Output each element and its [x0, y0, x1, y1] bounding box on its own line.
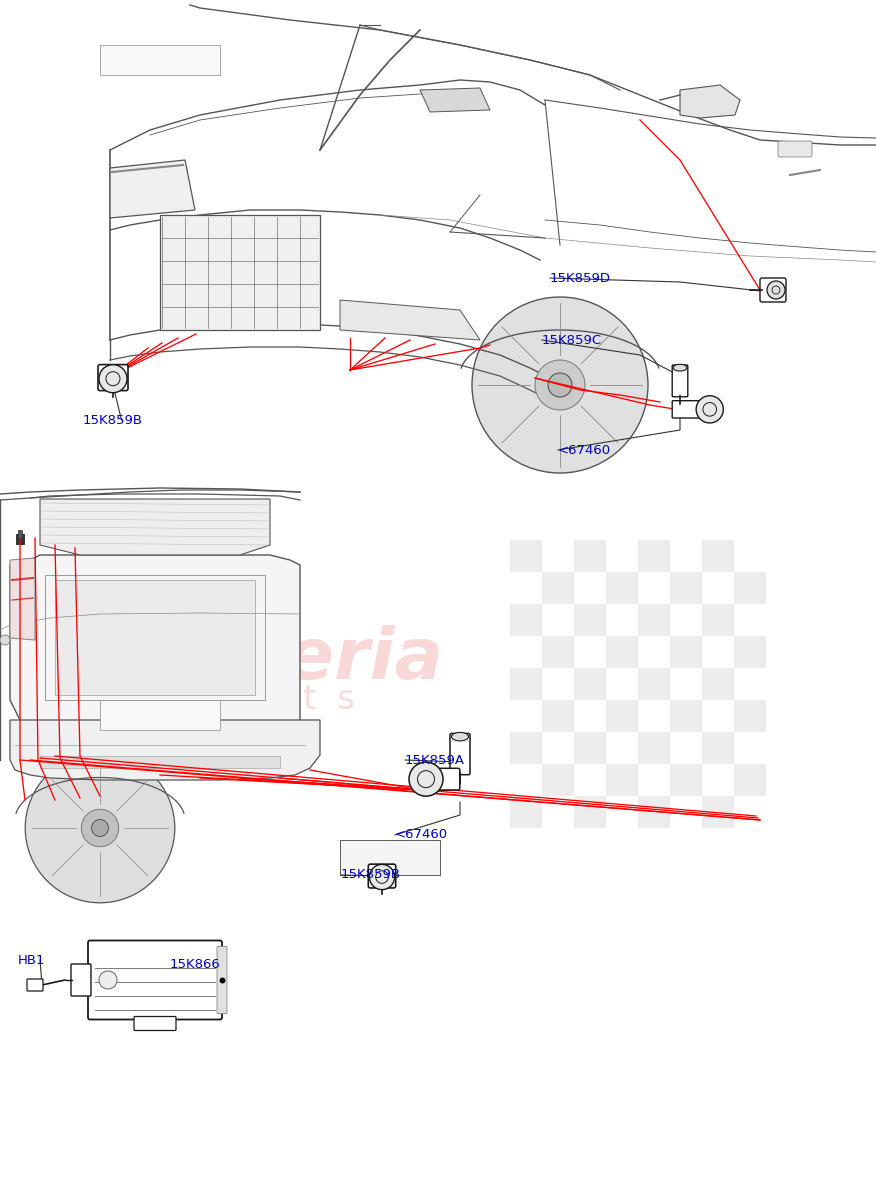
Bar [574, 796, 606, 828]
FancyBboxPatch shape [760, 278, 786, 302]
Bar [574, 604, 606, 636]
Bar [542, 572, 574, 604]
Circle shape [409, 762, 443, 796]
Bar [734, 572, 766, 604]
Circle shape [0, 635, 10, 646]
Bar [638, 604, 670, 636]
Bar [638, 796, 670, 828]
Bar [702, 796, 734, 828]
Bar [670, 636, 702, 668]
Circle shape [767, 281, 785, 299]
Circle shape [99, 971, 117, 989]
Bar [638, 540, 670, 572]
FancyBboxPatch shape [88, 941, 222, 1020]
Polygon shape [340, 300, 480, 340]
Circle shape [25, 754, 175, 902]
Bar [702, 604, 734, 636]
Bar [606, 700, 638, 732]
Text: 15K859D: 15K859D [550, 271, 611, 284]
FancyBboxPatch shape [778, 140, 812, 157]
FancyBboxPatch shape [425, 768, 460, 790]
FancyBboxPatch shape [27, 979, 43, 991]
Bar [670, 764, 702, 796]
Bar [574, 668, 606, 700]
Polygon shape [10, 720, 320, 780]
Bar [638, 668, 670, 700]
FancyBboxPatch shape [134, 1016, 176, 1031]
Text: c  r  p  t  s: c r p t s [186, 684, 355, 716]
Bar [702, 540, 734, 572]
Bar [16, 534, 24, 544]
Bar [510, 668, 542, 700]
Bar [574, 540, 606, 572]
Bar [638, 732, 670, 764]
Text: HB1: HB1 [18, 954, 46, 966]
Bar [574, 732, 606, 764]
Circle shape [91, 820, 109, 836]
Bar [510, 796, 542, 828]
Text: <67460: <67460 [395, 828, 449, 841]
Text: 15K859C: 15K859C [542, 334, 602, 347]
Bar [606, 572, 638, 604]
Bar [734, 700, 766, 732]
Polygon shape [40, 499, 270, 554]
Polygon shape [160, 215, 320, 330]
Bar [510, 540, 542, 572]
Circle shape [99, 365, 127, 392]
Bar [606, 636, 638, 668]
Text: 15K859A: 15K859A [405, 754, 465, 767]
Circle shape [81, 809, 119, 847]
Text: 15K859B: 15K859B [341, 869, 401, 882]
Bar [702, 668, 734, 700]
Text: 15K859B: 15K859B [83, 414, 143, 426]
Polygon shape [110, 160, 195, 218]
FancyBboxPatch shape [368, 864, 396, 888]
Circle shape [472, 296, 648, 473]
Text: scuderia: scuderia [96, 625, 443, 695]
Polygon shape [420, 88, 490, 112]
Polygon shape [10, 554, 300, 730]
Bar [542, 636, 574, 668]
Bar [734, 764, 766, 796]
Circle shape [535, 360, 585, 410]
FancyBboxPatch shape [71, 964, 91, 996]
FancyBboxPatch shape [672, 401, 704, 418]
Text: <67460: <67460 [558, 444, 611, 456]
Bar [670, 572, 702, 604]
Bar [100, 44, 220, 74]
Polygon shape [680, 85, 740, 118]
Bar [40, 756, 280, 768]
Bar [18, 530, 22, 538]
Circle shape [370, 864, 394, 889]
Bar [670, 700, 702, 732]
Bar [734, 636, 766, 668]
Bar [542, 700, 574, 732]
FancyBboxPatch shape [450, 733, 470, 775]
Circle shape [696, 396, 724, 422]
Text: 15K866: 15K866 [170, 959, 221, 972]
Bar [702, 732, 734, 764]
Ellipse shape [451, 732, 469, 740]
Circle shape [548, 373, 572, 397]
Bar [606, 764, 638, 796]
FancyBboxPatch shape [217, 947, 227, 1014]
Bar [542, 764, 574, 796]
Ellipse shape [673, 365, 687, 371]
Bar [510, 732, 542, 764]
Polygon shape [10, 558, 35, 640]
Polygon shape [55, 580, 255, 695]
FancyBboxPatch shape [98, 365, 128, 391]
Bar [340, 840, 440, 875]
Bar [510, 604, 542, 636]
Bar [100, 700, 220, 730]
Bar [340, 840, 440, 875]
FancyBboxPatch shape [672, 365, 688, 397]
